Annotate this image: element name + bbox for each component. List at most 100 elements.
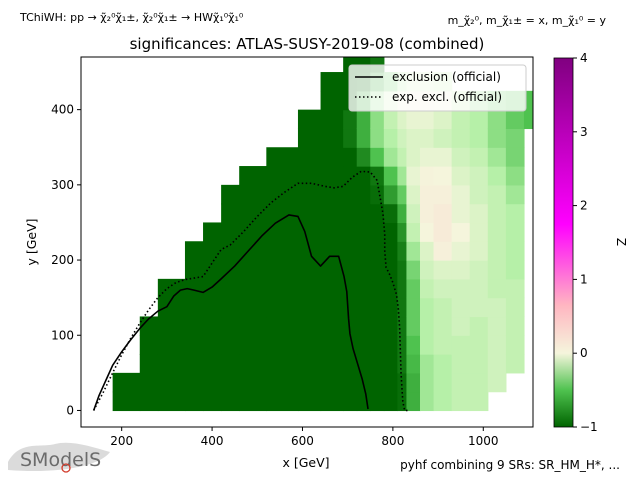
heatmap-cell — [343, 222, 358, 242]
heatmap-cell — [383, 316, 398, 336]
heatmap-cell — [239, 316, 267, 336]
y-tick-label: 300 — [51, 178, 74, 192]
heatmap-cell — [505, 203, 525, 224]
heatmap-cell — [203, 278, 222, 299]
heatmap-cell — [297, 335, 322, 355]
heatmap-cell — [266, 203, 299, 224]
heatmap-cell — [370, 184, 385, 205]
colorbar-tick-label: 1 — [580, 272, 588, 286]
heatmap-cell — [370, 241, 385, 261]
heatmap-cell — [343, 184, 358, 205]
heatmap-cell — [469, 109, 489, 130]
heatmap-cell — [356, 278, 371, 299]
heatmap-cell — [433, 372, 453, 393]
heatmap-cell — [406, 203, 421, 224]
heatmap-cell — [383, 203, 398, 224]
heatmap-cell — [184, 391, 204, 412]
heatmap-cell — [433, 260, 453, 280]
heatmap-cell — [433, 166, 453, 186]
heatmap-cell — [505, 184, 525, 205]
heatmap-cell — [397, 147, 408, 167]
heatmap-cell — [203, 316, 222, 336]
heatmap-cell — [433, 241, 453, 261]
heatmap-cell — [203, 260, 222, 280]
heatmap-cell — [505, 297, 525, 318]
heatmap-cell — [406, 354, 421, 374]
heatmap-cell — [370, 128, 385, 148]
heatmap-cell — [451, 147, 471, 167]
heatmap-cell — [320, 128, 344, 148]
colorbar-gradient — [553, 57, 574, 428]
heatmap-cell — [356, 203, 371, 224]
x-tick-label: 600 — [291, 434, 314, 448]
heatmap-cell — [343, 241, 358, 261]
heatmap-cell — [406, 391, 421, 412]
heatmap-cell — [420, 354, 435, 374]
heatmap-cell — [356, 166, 371, 186]
heatmap-cell — [266, 316, 299, 336]
heatmap-cell — [356, 147, 371, 167]
y-tick-label: 400 — [51, 103, 74, 117]
heatmap-cell — [487, 128, 507, 148]
heatmap-cell — [297, 372, 322, 393]
x-axis-label: x [GeV] — [282, 455, 329, 470]
y-axis-label: y [GeV] — [24, 218, 39, 265]
heatmap-cell — [505, 260, 525, 280]
heatmap-cell — [505, 166, 525, 186]
heatmap-cell — [112, 372, 141, 393]
heatmap-cell — [397, 166, 408, 186]
heatmap-cell — [239, 166, 267, 186]
heatmap-cell — [420, 278, 435, 299]
heatmap-cell — [505, 316, 525, 336]
heatmap-cell — [112, 391, 141, 412]
x-tick-label: 200 — [110, 434, 133, 448]
heatmap-cell — [469, 316, 489, 336]
heatmap-cell — [239, 354, 267, 374]
heatmap-cell — [139, 354, 159, 374]
heatmap-cell — [383, 297, 398, 318]
heatmap-cell — [451, 297, 471, 318]
heatmap-cell — [383, 372, 398, 393]
heatmap-cell — [420, 335, 435, 355]
heatmap-cell — [383, 354, 398, 374]
heatmap-cell — [469, 335, 489, 355]
heatmap-cell — [406, 166, 421, 186]
heatmap-cell — [433, 335, 453, 355]
heatmap-cell — [406, 241, 421, 261]
heatmap-cell — [433, 203, 453, 224]
heatmap-cell — [139, 316, 159, 336]
heatmap-cell — [297, 184, 322, 205]
heatmap-cell — [239, 372, 267, 393]
heatmap-cell — [356, 316, 371, 336]
heatmap-cell — [184, 354, 204, 374]
heatmap-cell — [266, 391, 299, 412]
heatmap-cell — [406, 260, 421, 280]
heatmap-cell — [370, 222, 385, 242]
heatmap-cell — [397, 335, 408, 355]
heatmap-cell — [523, 90, 533, 111]
heatmap-cell — [451, 260, 471, 280]
heatmap-cell — [221, 316, 240, 336]
heatmap-cell — [383, 278, 398, 299]
heatmap-cell — [221, 222, 240, 242]
heatmap-cell — [469, 222, 489, 242]
heatmap-cell — [505, 147, 525, 167]
heatmap-cell — [487, 335, 507, 355]
heatmap-cell — [320, 278, 344, 299]
heatmap-cell — [487, 222, 507, 242]
exclusion-official-line — [92, 214, 369, 411]
heatmap-cell — [487, 166, 507, 186]
heatmap-cell — [320, 241, 344, 261]
heatmap-cell — [157, 335, 186, 355]
heatmap-cell — [433, 316, 453, 336]
heatmap-cell — [397, 354, 408, 374]
heatmap-cell — [221, 241, 240, 261]
heatmap-cell — [297, 316, 322, 336]
heatmap-cell — [469, 391, 489, 412]
heatmap-cell — [370, 354, 385, 374]
heatmap-cell — [203, 335, 222, 355]
heatmap-cell — [266, 278, 299, 299]
heatmap-cell — [451, 166, 471, 186]
heatmap-cell — [433, 391, 453, 412]
heatmap-cell — [320, 184, 344, 205]
